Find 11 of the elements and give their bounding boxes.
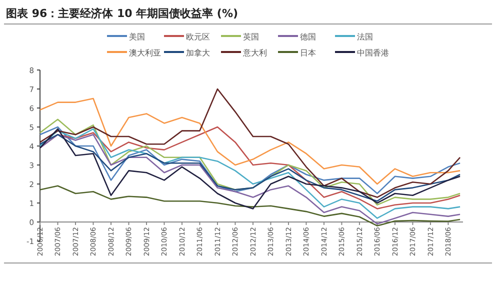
legend-label: 中国香港	[357, 48, 389, 58]
legend-label: 法国	[357, 32, 373, 42]
legend-label: 德国	[300, 32, 316, 42]
legend-label: 意大利	[242, 48, 267, 58]
legend-label: 澳大利亚	[129, 48, 161, 58]
title: 图表 96：主要经济体 10 年期国债收益率 (%)	[6, 7, 238, 20]
legend-label: 加拿大	[186, 48, 210, 58]
legend-label: 美国	[129, 32, 145, 42]
legend-label: 欧元区	[186, 32, 210, 42]
legend-label: 英国	[243, 32, 259, 42]
legend-label: 日本	[300, 48, 316, 58]
